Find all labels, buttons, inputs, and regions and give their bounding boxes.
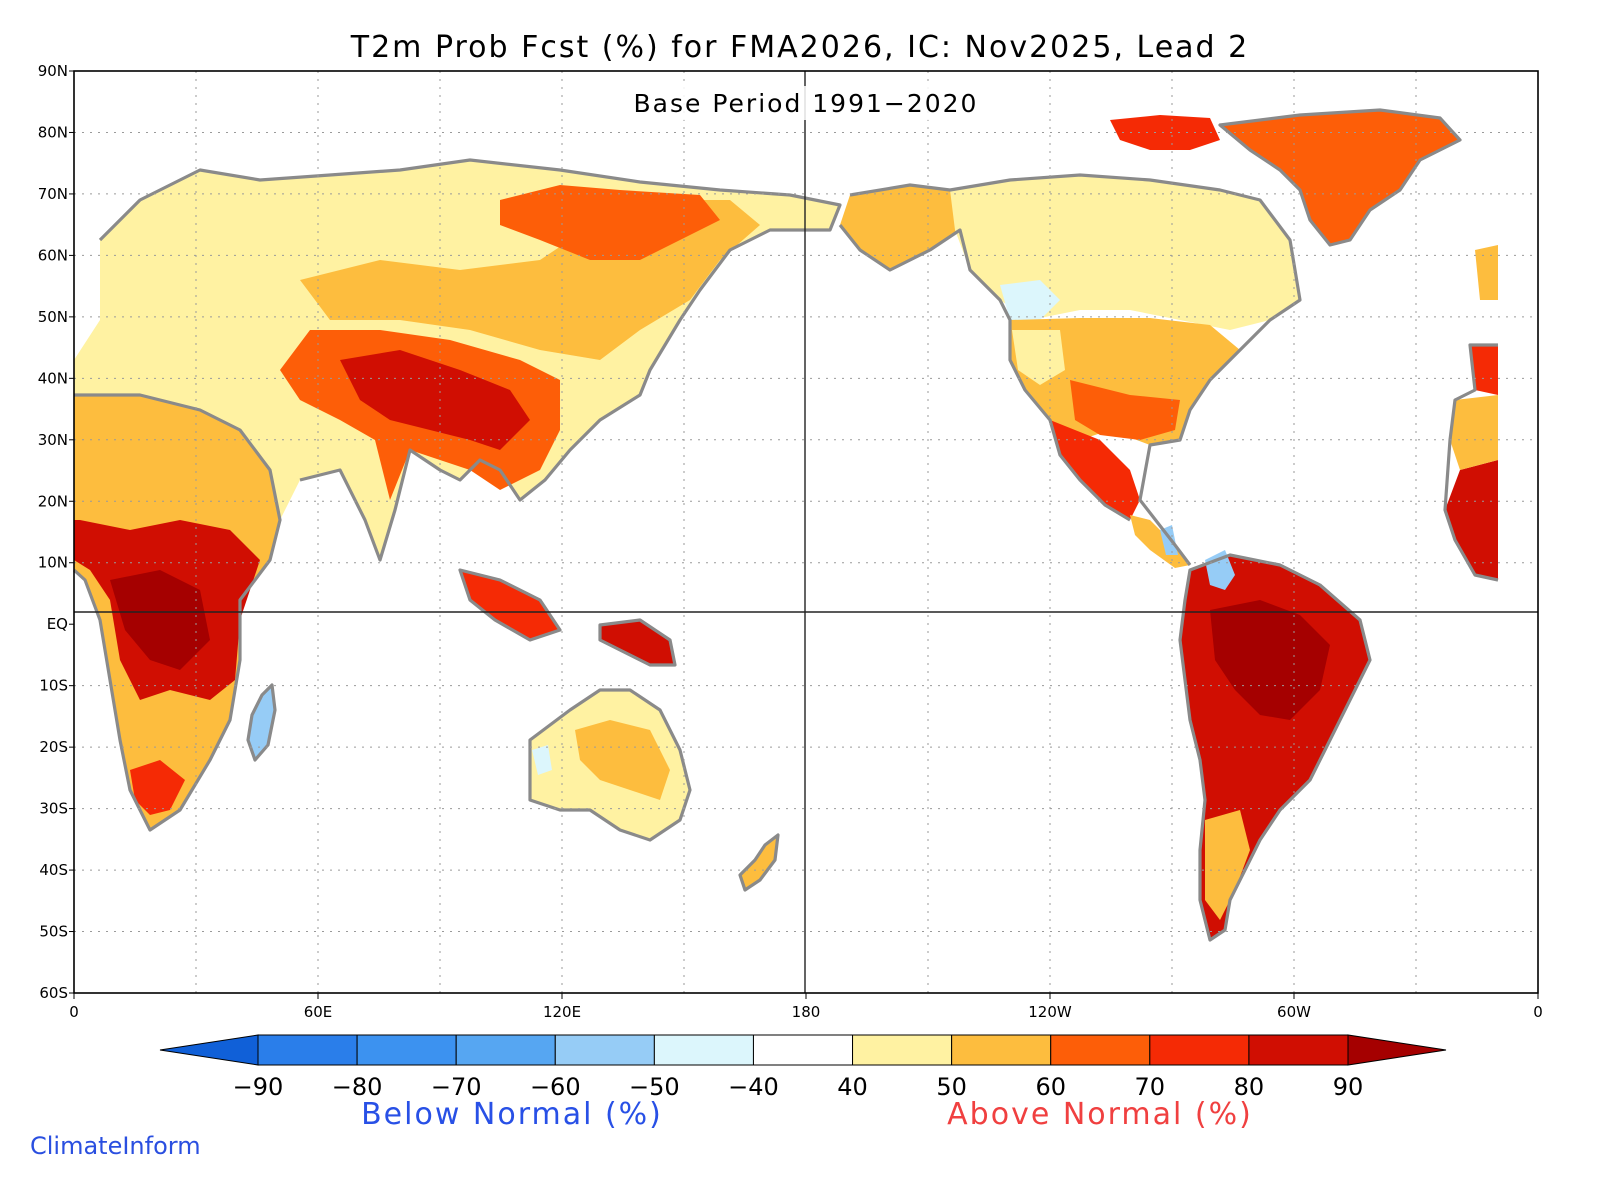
amazon-darkred-shading <box>1210 600 1330 720</box>
australia-coastline <box>528 688 692 842</box>
new-zealand-shading <box>740 835 778 890</box>
subtitle-background <box>612 86 1000 120</box>
north-africa-wrap-shading <box>1450 395 1498 470</box>
colorbar <box>159 1034 1447 1066</box>
lat-label: 30S <box>39 800 68 818</box>
lon-label: 180 <box>792 1003 821 1021</box>
south-america-coastline <box>1178 553 1372 942</box>
colorbar-box <box>356 1034 457 1066</box>
colorbar-tick-label: −80 <box>332 1073 383 1101</box>
colorbar-box <box>1050 1034 1151 1066</box>
africa-coastline <box>72 393 282 832</box>
lat-label: 60N <box>38 246 68 264</box>
coastlines <box>72 108 1499 942</box>
colorbar-tick-labels: −90 −80 −70 −60 −50 −40 40 50 60 70 80 90 <box>233 1073 1364 1101</box>
asia-darkred-shading <box>340 350 530 450</box>
map-title: T2m Prob Fcst (%) for FMA2026, IC: Nov20… <box>350 30 1249 65</box>
australia-west-shading <box>532 745 552 775</box>
above-normal-label: Above Normal (%) <box>947 1097 1253 1132</box>
greenland-shading <box>1220 110 1460 245</box>
lon-label: 120E <box>543 1003 581 1021</box>
canada-west-shading <box>1000 280 1060 320</box>
colorbar-tick-label: −60 <box>530 1073 581 1101</box>
madagascar-coastline <box>246 683 277 762</box>
greenland-coastline <box>1218 108 1462 247</box>
colorbar-tick-label: 90 <box>1333 1073 1364 1101</box>
south-africa-red-shading <box>130 760 185 815</box>
lon-label: 60W <box>1277 1003 1311 1021</box>
colorbar-box <box>951 1034 1052 1066</box>
north-america-west-coastline <box>838 224 1131 522</box>
lat-label: 60S <box>39 984 68 1002</box>
colorbar-left-arrow <box>159 1034 259 1066</box>
lat-label: EQ <box>47 615 68 633</box>
north-america-coastline <box>849 173 1302 566</box>
lat-label: 50S <box>39 923 68 941</box>
colorbar-box <box>455 1034 556 1066</box>
lat-label: 20S <box>39 738 68 756</box>
maritime-continent-coastline <box>458 568 677 667</box>
below-normal-label: Below Normal (%) <box>361 1097 663 1132</box>
usa-west-shading <box>1012 330 1065 385</box>
usa-south-shading <box>1070 380 1180 440</box>
colorbar-box <box>554 1034 655 1066</box>
colorbar-box <box>257 1034 358 1066</box>
iberia-wrap-shading <box>1470 345 1498 395</box>
usa-shading <box>1010 318 1240 445</box>
base-period-subtitle: Base Period 1991−2020 <box>634 89 979 118</box>
colorbar-tick-label: 80 <box>1234 1073 1265 1101</box>
colorbar-box <box>653 1034 754 1066</box>
colorbar-tick-label: −50 <box>629 1073 680 1101</box>
longitude-labels: 0 60E 120E 180 120W 60W 0 <box>69 993 1543 1021</box>
lat-label: 40S <box>39 861 68 879</box>
lon-label: 0 <box>69 1003 79 1021</box>
indonesia-shading <box>460 570 560 640</box>
lat-label: 10N <box>38 554 68 572</box>
patagonia-shading <box>1205 810 1250 920</box>
lon-label: 60E <box>304 1003 333 1021</box>
lat-label: 40N <box>38 369 68 387</box>
colorbar-box <box>852 1034 953 1066</box>
lon-label: 0 <box>1533 1003 1543 1021</box>
lat-label: 90N <box>38 62 68 80</box>
lat-label: 50N <box>38 308 68 326</box>
lon-label: 120W <box>1028 1003 1072 1021</box>
lat-label: 80N <box>38 123 68 141</box>
west-africa-wrap-shading <box>1445 460 1498 580</box>
colorbar-box <box>1149 1034 1250 1066</box>
north-siberia-orange-shading <box>500 185 720 260</box>
colorbar-tick-label: 50 <box>936 1073 967 1101</box>
arctic-canada-shading <box>1110 115 1220 150</box>
colorbar-tick-label: 60 <box>1035 1073 1066 1101</box>
colorbar-box <box>752 1034 854 1066</box>
colorbar-tick-label: 40 <box>837 1073 868 1101</box>
mexico-shading <box>1050 420 1140 520</box>
africa-darkred-shading <box>110 570 210 670</box>
uk-wrap-shading <box>1475 245 1498 300</box>
new-zealand-coastline <box>738 833 780 892</box>
lat-label: 20N <box>38 492 68 510</box>
latitude-labels: 90N 80N 70N 60N 50N 40N 30N 20N 10N EQ 10S 20S 30S 40… <box>38 62 74 1002</box>
colorbar-tick-label: −40 <box>728 1073 779 1101</box>
australia-orange-shading <box>575 720 670 800</box>
lat-label: 10S <box>39 677 68 695</box>
lat-label: 70N <box>38 185 68 203</box>
credit-label: ClimateInform <box>30 1132 201 1160</box>
colorbar-box <box>1248 1034 1349 1066</box>
colorbar-tick-label: −90 <box>233 1073 284 1101</box>
lat-label: 30N <box>38 431 68 449</box>
graticule-grid <box>74 71 1538 993</box>
colorbar-tick-label: 70 <box>1135 1073 1166 1101</box>
map-area: Base Period 1991−2020 <box>72 70 1539 994</box>
eurasia-coastline <box>98 158 842 562</box>
colorbar-tick-label: −70 <box>431 1073 482 1101</box>
colorbar-right-arrow <box>1347 1034 1447 1066</box>
